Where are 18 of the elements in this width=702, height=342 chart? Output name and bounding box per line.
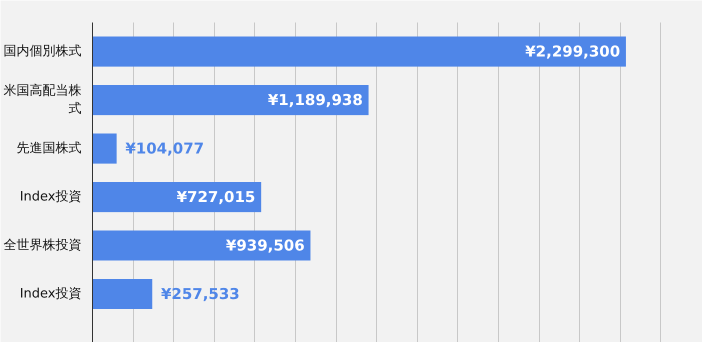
y-tick-label: Index投資 bbox=[20, 190, 82, 205]
data-label: ¥1,189,938 bbox=[268, 91, 363, 110]
data-label: ¥257,533 bbox=[160, 285, 240, 304]
y-tick-label: 米国高配当株式 bbox=[4, 82, 82, 117]
y-tick-label: 全世界株投資 bbox=[4, 238, 82, 254]
y-tick-label: 先進国株式 bbox=[16, 141, 82, 156]
y-tick-label: 国内個別株式 bbox=[4, 44, 82, 60]
data-label: ¥939,506 bbox=[226, 236, 305, 255]
data-label: ¥727,015 bbox=[176, 188, 256, 206]
bar bbox=[92, 85, 369, 116]
bar bbox=[92, 36, 626, 67]
bar bbox=[92, 230, 310, 261]
bar bbox=[92, 278, 152, 310]
bar bbox=[92, 134, 117, 164]
data-label: ¥104,077 bbox=[125, 140, 204, 158]
bar bbox=[92, 182, 262, 212]
data-label: ¥2,299,300 bbox=[525, 42, 620, 61]
y-tick-label: Index投資 bbox=[20, 286, 82, 302]
